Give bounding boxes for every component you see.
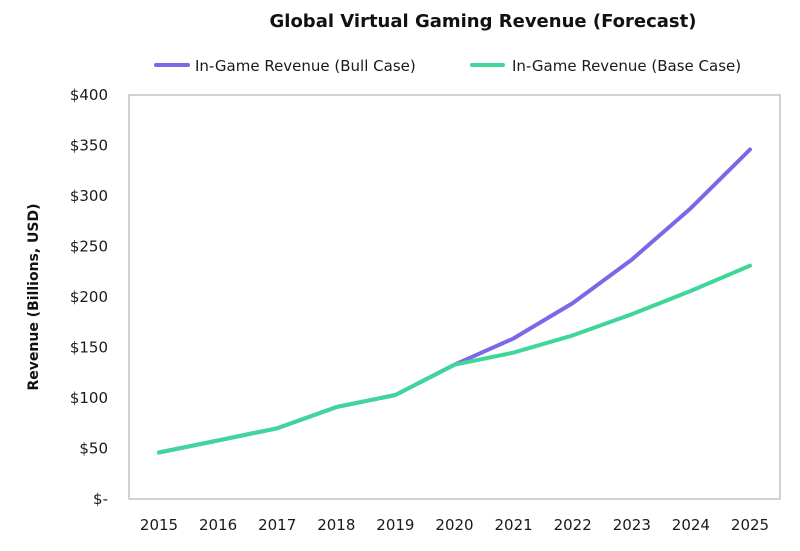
x-tick-label: 2023 [613,516,651,534]
x-tick-label: 2021 [495,516,533,534]
legend-label: In-Game Revenue (Bull Case) [195,57,416,75]
x-tick-label: 2025 [731,516,769,534]
x-tick-label: 2017 [258,516,296,534]
y-tick-label: $100 [70,389,108,407]
x-tick-label: 2024 [672,516,710,534]
x-tick-label: 2022 [554,516,592,534]
x-tick-label: 2019 [376,516,414,534]
series-line-base-case [157,263,752,455]
y-tick-label: $- [93,490,108,508]
y-tick-label: $150 [70,339,108,357]
y-tick-label: $50 [79,440,108,458]
x-tick-label: 2015 [140,516,178,534]
y-tick-label: $400 [70,86,108,104]
chart-title: Global Virtual Gaming Revenue (Forecast) [270,11,697,32]
legend-label: In-Game Revenue (Base Case) [512,57,741,75]
plot-area [128,94,781,500]
x-tick-label: 2016 [199,516,237,534]
x-tick-label: 2020 [435,516,473,534]
x-axis: 2015 2016 2017 2018 2019 2020 2021 2022 2023 2024… [140,516,769,534]
y-tick-label: $300 [70,187,108,205]
y-tick-label: $200 [70,288,108,306]
y-tick-label: $350 [70,137,108,155]
y-axis: $- $50 $100 $150 $200 $250 $300 $350 $400 [70,86,108,508]
y-axis-label: Revenue (Billions, USD) [26,203,42,390]
series-layer [157,147,752,455]
y-tick-label: $250 [70,238,108,256]
legend: In-Game Revenue (Bull Case) In-Game Reven… [154,57,741,75]
x-tick-label: 2018 [317,516,355,534]
